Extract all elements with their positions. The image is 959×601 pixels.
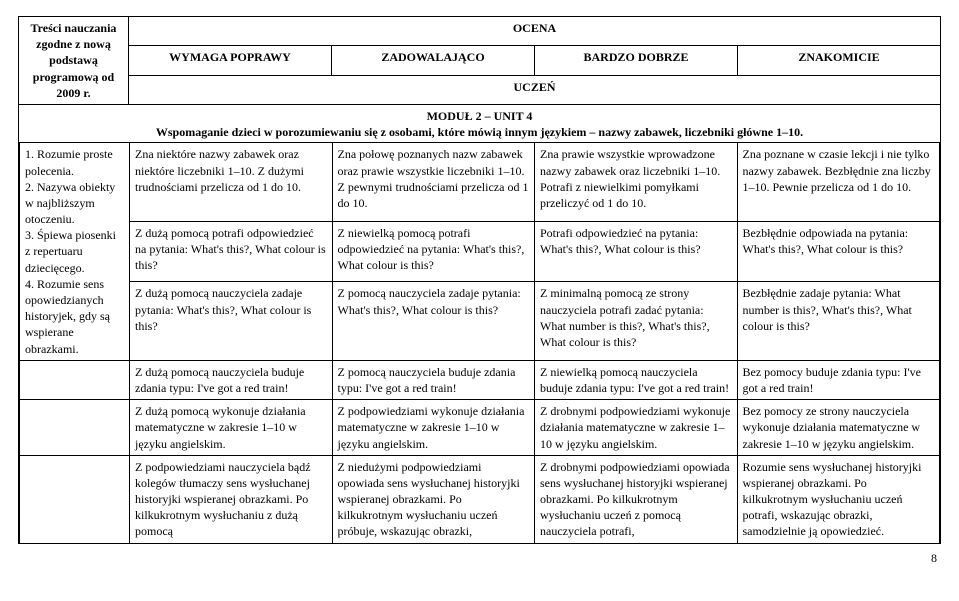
level-3: BARDZO DOBRZE <box>535 46 738 75</box>
cell-r1-c3: Zna prawie wszystkie wprowadzone nazwy z… <box>535 143 738 221</box>
cell-r2-c3: Potrafi odpowiedzieć na pytania: What's … <box>535 221 738 282</box>
cell-r1-c2: Zna połowę poznanych nazw zabawek oraz p… <box>332 143 535 221</box>
cell-r2-c2: Z niewielką pomocą potrafi odpowiedzieć … <box>332 221 535 282</box>
cell-r2-c4: Bezbłędnie odpowiada na pytania: What's … <box>737 221 940 282</box>
uczen-header: UCZEŃ <box>129 75 941 104</box>
cell-r2-c1: Z dużą pomocą potrafi odpowiedzieć na py… <box>130 221 333 282</box>
left-header: Treści nauczania zgodne z nową podstawą … <box>19 17 129 105</box>
level-4: ZNAKOMICIE <box>738 46 941 75</box>
cell-r5-c2: Z podpowiedziami wykonuje działania mate… <box>332 400 535 456</box>
cell-r5-c1: Z dużą pomocą wykonuje działania matemat… <box>130 400 333 456</box>
cell-r5-c4: Bez pomocy ze strony nauczyciela wykonuj… <box>737 400 940 456</box>
objectives-cell: 1. Rozumie proste polecenia. 2. Nazywa o… <box>20 143 130 360</box>
cell-r3-c4: Bezbłędnie zadaje pytania: What number i… <box>737 282 940 360</box>
cell-r4-c4: Bez pomocy buduje zdania typu: I've got … <box>737 360 940 399</box>
assessment-table: Treści nauczania zgodne z nową podstawą … <box>18 16 941 544</box>
content-grid: 1. Rozumie proste polecenia. 2. Nazywa o… <box>19 142 940 543</box>
cell-r3-c1: Z dużą pomocą nauczyciela zadaje pytania… <box>130 282 333 360</box>
module-header: MODUŁ 2 – UNIT 4 Wspomaganie dzieci w po… <box>19 104 941 143</box>
cell-r4-c3: Z niewielką pomocą nauczyciela buduje zd… <box>535 360 738 399</box>
cell-r4-c1: Z dużą pomocą nauczyciela buduje zdania … <box>130 360 333 399</box>
cell-r3-c3: Z minimalną pomocą ze strony nauczyciela… <box>535 282 738 360</box>
module-subtitle: Wspomaganie dzieci w porozumiewaniu się … <box>24 124 935 140</box>
cell-r3-c2: Z pomocą nauczyciela zadaje pytania: Wha… <box>332 282 535 360</box>
cell-r5-c3: Z drobnymi podpowiedziami wykonuje dział… <box>535 400 738 456</box>
cell-r6-c4: Rozumie sens wysłuchanej historyjki wspi… <box>737 455 940 543</box>
objective-2: 2. Nazywa obiekty w najbliższym otoczeni… <box>25 179 124 228</box>
module-title: MODUŁ 2 – UNIT 4 <box>24 108 935 124</box>
cell-r4-c2: Z pomocą nauczyciela buduje zdania typu:… <box>332 360 535 399</box>
objective-1: 1. Rozumie proste polecenia. <box>25 146 124 178</box>
level-2: ZADOWALAJĄCO <box>332 46 535 75</box>
objective-4: 4. Rozumie sens opowiedzianych historyje… <box>25 276 124 357</box>
cell-r6-c2: Z niedużymi podpowiedziami opowiada sens… <box>332 455 535 543</box>
cell-r1-c4: Zna poznane w czasie lekcji i nie tylko … <box>737 143 940 221</box>
cell-r6-c3: Z drobnymi podpowiedziami opowiada sens … <box>535 455 738 543</box>
cell-r6-c1: Z podpowiedziami nauczyciela bądź kolegó… <box>130 455 333 543</box>
ocena-header: OCENA <box>129 17 941 46</box>
objective-3: 3. Śpiewa piosenki z repertuaru dziecięc… <box>25 227 124 276</box>
cell-r1-c1: Zna niektóre nazwy zabawek oraz niektóre… <box>130 143 333 221</box>
level-1: WYMAGA POPRAWY <box>129 46 332 75</box>
page-number: 8 <box>18 550 941 566</box>
